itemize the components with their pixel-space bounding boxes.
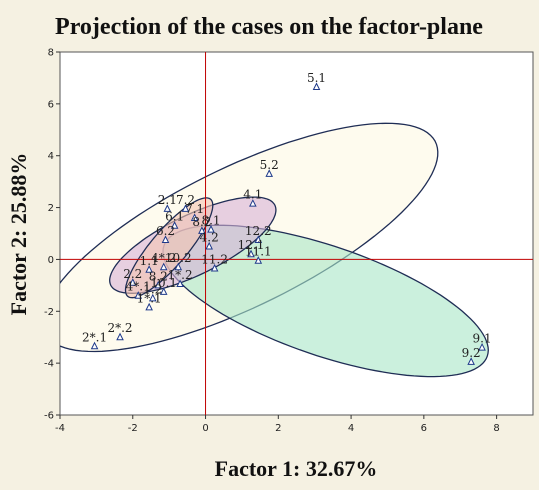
data-point-marker <box>181 204 190 212</box>
data-point-marker <box>478 342 486 351</box>
data-point-marker <box>159 262 168 271</box>
data-point-label: 10.1 <box>150 276 177 290</box>
data-point-label: 5.1 <box>307 71 326 85</box>
data-point-marker <box>145 302 153 311</box>
data-point-marker <box>205 241 213 250</box>
data-point-marker <box>467 357 475 365</box>
data-point-marker <box>198 226 206 234</box>
data-point-marker <box>265 169 274 177</box>
data-point-marker <box>247 249 255 258</box>
y-tick-label: 4 <box>48 151 54 162</box>
data-point-label: 8.1 <box>201 214 220 228</box>
data-point-label: 12.1 <box>238 238 265 252</box>
data-point-marker <box>207 224 215 233</box>
data-point-label: 4*.1 <box>126 280 151 294</box>
x-tick-label: 8 <box>493 423 499 434</box>
data-point-label: 1.1 <box>140 254 159 268</box>
data-point-marker <box>210 263 219 272</box>
data-point-label: 9.1 <box>473 332 492 346</box>
data-point-marker <box>163 204 172 212</box>
data-point-marker <box>90 341 99 350</box>
data-point-label: 10.2 <box>165 251 192 265</box>
y-tick-label: -6 <box>44 411 54 422</box>
x-tick-label: 2 <box>275 423 281 434</box>
data-point-marker <box>254 235 263 243</box>
y-tick-label: -4 <box>44 359 54 370</box>
data-point-label: 6.1 <box>165 210 184 224</box>
data-point-label: 11.2 <box>201 253 228 267</box>
x-tick-label: 6 <box>421 423 427 434</box>
data-point-label: 1.2 <box>143 282 162 296</box>
x-tick-label: 4 <box>348 423 354 434</box>
data-point-marker <box>170 221 179 229</box>
y-tick-label: 0 <box>48 255 54 266</box>
data-point-marker <box>161 235 170 243</box>
data-point-label: 12.2 <box>245 224 272 238</box>
y-tick-label: 8 <box>48 48 54 59</box>
data-point-marker <box>312 82 321 91</box>
data-point-label: 2*.1 <box>82 330 107 344</box>
data-point-marker <box>128 278 137 286</box>
data-point-label: 4.2 <box>200 230 219 244</box>
data-point-marker <box>190 213 199 221</box>
data-point-marker <box>174 262 183 271</box>
data-point-label: 4.1 <box>243 188 262 202</box>
data-point-marker <box>134 291 143 299</box>
data-point-marker <box>254 256 263 264</box>
x-tick-label: 0 <box>202 423 208 434</box>
x-axis-label: Factor 1: 32.67% <box>215 456 378 481</box>
data-point-label: 11.1 <box>245 245 272 259</box>
data-point-label: 7.1 <box>185 202 204 216</box>
data-point-marker <box>145 265 153 273</box>
y-tick-label: 6 <box>48 99 54 110</box>
data-point-label: 2.2 <box>123 267 142 281</box>
data-point-marker <box>176 279 184 288</box>
x-tick-label: -2 <box>128 423 138 434</box>
data-point-label: 8.2 <box>149 269 168 283</box>
data-point-marker <box>159 287 168 295</box>
y-axis-label: Factor 2: 25.88% <box>6 153 31 316</box>
data-point-marker <box>249 199 257 207</box>
data-point-marker <box>148 293 157 302</box>
x-tick-label: -4 <box>55 423 65 434</box>
data-point-label: 9.2 <box>462 346 481 360</box>
data-points: 5.15.24.12.1 7.26.17.18.28.16.2 4.2 12.212.… <box>82 71 492 365</box>
reference-lines <box>60 52 533 415</box>
data-point-label: 6.2 <box>156 224 175 238</box>
data-point-marker <box>116 332 124 341</box>
y-tick-label: 2 <box>48 203 54 214</box>
data-point-label: 2*.2 <box>107 321 132 335</box>
chart-title: Projection of the cases on the factor-pl… <box>55 14 483 40</box>
data-point-label: 5.2 <box>260 158 279 172</box>
data-point-label: 8.2 <box>192 215 211 229</box>
data-point-label: 1*.1 <box>137 291 162 305</box>
data-point-label: 7.2 <box>176 193 195 207</box>
data-point-label: 1*.2 <box>168 268 193 282</box>
data-point-marker <box>154 280 163 289</box>
y-tick-label: -2 <box>44 307 54 318</box>
data-point-label: 4*.2 <box>151 251 176 265</box>
data-point-label: 2.1 <box>158 193 177 207</box>
